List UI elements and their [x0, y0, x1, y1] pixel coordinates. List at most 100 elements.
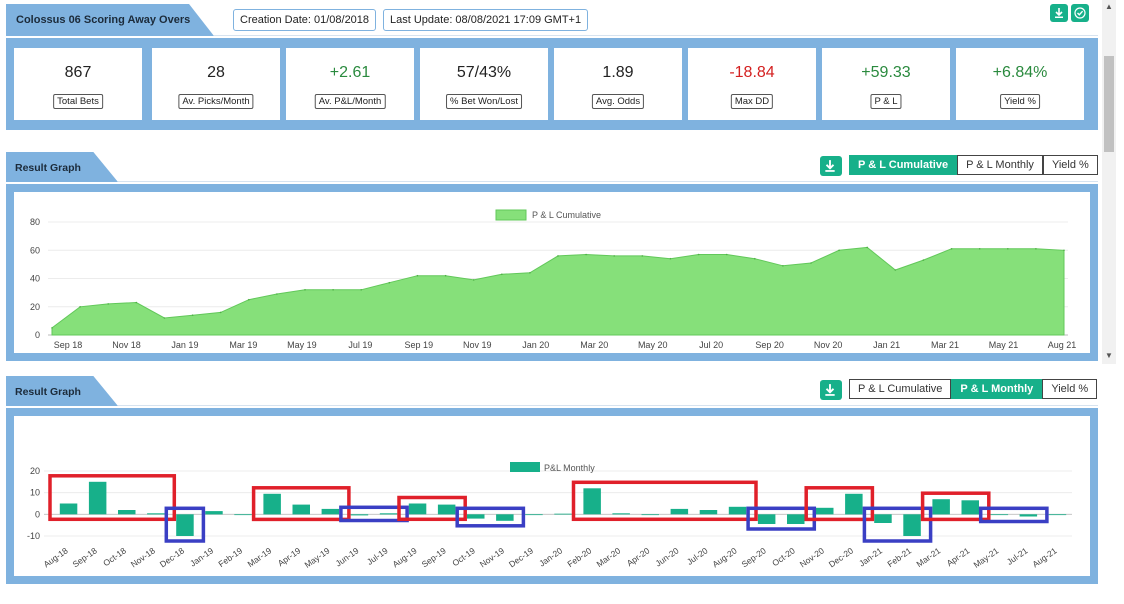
tab-yield[interactable]: Yield %	[1042, 155, 1098, 175]
x-tick-label: Dec-20	[827, 545, 855, 569]
bar	[757, 514, 776, 524]
chart-type-toggle-2[interactable]: P & L Cumulative P & L Monthly Yield %	[849, 379, 1098, 399]
bar	[496, 514, 514, 521]
data-point	[782, 265, 784, 267]
stat-label: Av. Picks/Month	[178, 94, 254, 109]
tab-pl-cumulative[interactable]: P & L Cumulative	[849, 379, 952, 399]
data-point	[613, 255, 615, 257]
x-tick-label: Mar-19	[245, 545, 273, 569]
x-tick-label: Nov-19	[478, 545, 506, 569]
chart-type-toggle-1[interactable]: P & L Cumulative P & L Monthly Yield %	[849, 155, 1098, 175]
x-tick-label: Jan-20	[537, 545, 564, 568]
legend-swatch	[495, 209, 527, 221]
bar	[88, 481, 107, 515]
stat-value: -18.84	[729, 64, 775, 81]
x-tick-label: Aug-21	[1030, 545, 1058, 569]
stat-card-avg-picks: 28 Av. Picks/Month	[152, 48, 280, 120]
highlight-box-negative	[862, 506, 933, 543]
y-tick-label: 0	[35, 509, 40, 519]
x-tick-label: Nov 19	[463, 340, 492, 350]
x-tick-label: Oct-20	[770, 545, 797, 568]
x-tick-label: Feb-20	[565, 545, 593, 569]
tab-pl-monthly[interactable]: P & L Monthly	[951, 379, 1043, 399]
x-tick-label: May 21	[989, 340, 1019, 350]
x-tick-label: Jun-20	[653, 545, 680, 568]
stat-label: Av. P&L/Month	[314, 94, 386, 109]
bar	[437, 504, 456, 515]
data-point	[1063, 249, 1065, 252]
stat-card-avg-pl: +2.61 Av. P&L/Month	[286, 48, 414, 120]
data-point	[388, 281, 391, 284]
x-tick-label: Sep-20	[740, 545, 768, 569]
bar	[147, 513, 165, 515]
data-point	[416, 274, 419, 277]
x-tick-label: Nov 20	[814, 340, 843, 350]
bar	[205, 511, 223, 515]
bar	[554, 513, 572, 515]
stat-card-pl: +59.33 P & L	[822, 48, 950, 120]
strategy-title: Colossus 06 Scoring Away Overs	[16, 14, 191, 26]
tab-pl-cumulative[interactable]: P & L Cumulative	[849, 155, 958, 175]
x-tick-label: Oct-18	[101, 545, 128, 568]
data-point	[248, 298, 250, 301]
section-title: Result Graph	[15, 162, 81, 174]
x-tick-label: Apr-20	[625, 545, 652, 568]
bar	[263, 493, 281, 515]
bar	[932, 499, 950, 515]
x-tick-label: Mar-20	[595, 545, 623, 569]
bar	[59, 503, 78, 515]
data-point	[219, 311, 222, 314]
data-point	[135, 301, 138, 304]
bar	[728, 506, 747, 515]
highlight-box-positive	[920, 491, 991, 522]
x-tick-label: Feb-21	[885, 545, 913, 569]
stat-card-max-dd: -18.84 Max DD	[688, 48, 816, 120]
x-tick-label: Jul-20	[685, 545, 710, 567]
last-update: Last Update: 08/08/2021 17:09 GMT+1	[383, 9, 589, 31]
tab-yield[interactable]: Yield %	[1042, 379, 1098, 399]
stat-label: P & L	[870, 94, 902, 109]
x-tick-label: Sep-18	[71, 545, 99, 569]
bar	[176, 514, 194, 536]
bar	[1019, 514, 1038, 517]
x-tick-label: May-21	[971, 545, 1000, 570]
download-chart-icon[interactable]	[820, 156, 842, 176]
stat-card-avg-odds: 1.89 Avg. Odds	[554, 48, 682, 120]
highlight-box-positive	[251, 486, 351, 522]
x-tick-label: Sep 20	[755, 340, 784, 350]
scrollbar-thumb[interactable]	[1104, 56, 1114, 152]
download-chart-icon[interactable]	[820, 380, 842, 400]
cumulative-chart: 0 20 40 60 80 Sep 18 Nov 18 Jan 19 Mar 19 May 19 J…	[30, 209, 1076, 350]
x-tick-label: Jan 21	[873, 340, 900, 350]
section-title: Result Graph	[15, 386, 81, 398]
scroll-down-arrow-icon[interactable]: ▼	[1105, 351, 1113, 360]
stat-label: % Bet Won/Lost	[446, 94, 522, 109]
stat-value: 28	[207, 64, 225, 81]
x-tick-label: Aug-19	[391, 545, 419, 569]
strategy-title-tab: Colossus 06 Scoring Away Overs	[6, 4, 214, 36]
bar	[903, 514, 921, 536]
download-icon[interactable]	[1050, 4, 1068, 22]
highlight-box-positive	[48, 474, 177, 522]
x-tick-label: Sep 19	[405, 340, 434, 350]
bar	[467, 514, 485, 519]
check-icon[interactable]	[1071, 4, 1089, 22]
legend-label: P & L Cumulative	[532, 210, 601, 220]
x-tick-label: Sep 18	[54, 340, 83, 350]
bar	[961, 500, 979, 515]
bar	[699, 510, 718, 515]
stat-card-total-bets: 867 Total Bets	[14, 48, 142, 120]
tab-pl-monthly[interactable]: P & L Monthly	[957, 155, 1043, 175]
y-tick-label: -10	[27, 531, 40, 541]
data-point	[276, 293, 278, 295]
bar	[408, 503, 427, 515]
y-tick-label: 60	[30, 245, 40, 255]
scrollbar[interactable]: ▲ ▼	[1102, 0, 1116, 364]
highlight-box-negative	[978, 506, 1049, 524]
scroll-up-arrow-icon[interactable]: ▲	[1105, 2, 1113, 11]
stat-card-bet-won-lost: 57/43% % Bet Won/Lost	[420, 48, 548, 120]
stat-value: +59.33	[861, 64, 911, 81]
bar	[845, 493, 863, 515]
bar	[321, 508, 340, 515]
stats-panel: 867 Total Bets 28 Av. Picks/Month +2.61 …	[6, 38, 1098, 130]
